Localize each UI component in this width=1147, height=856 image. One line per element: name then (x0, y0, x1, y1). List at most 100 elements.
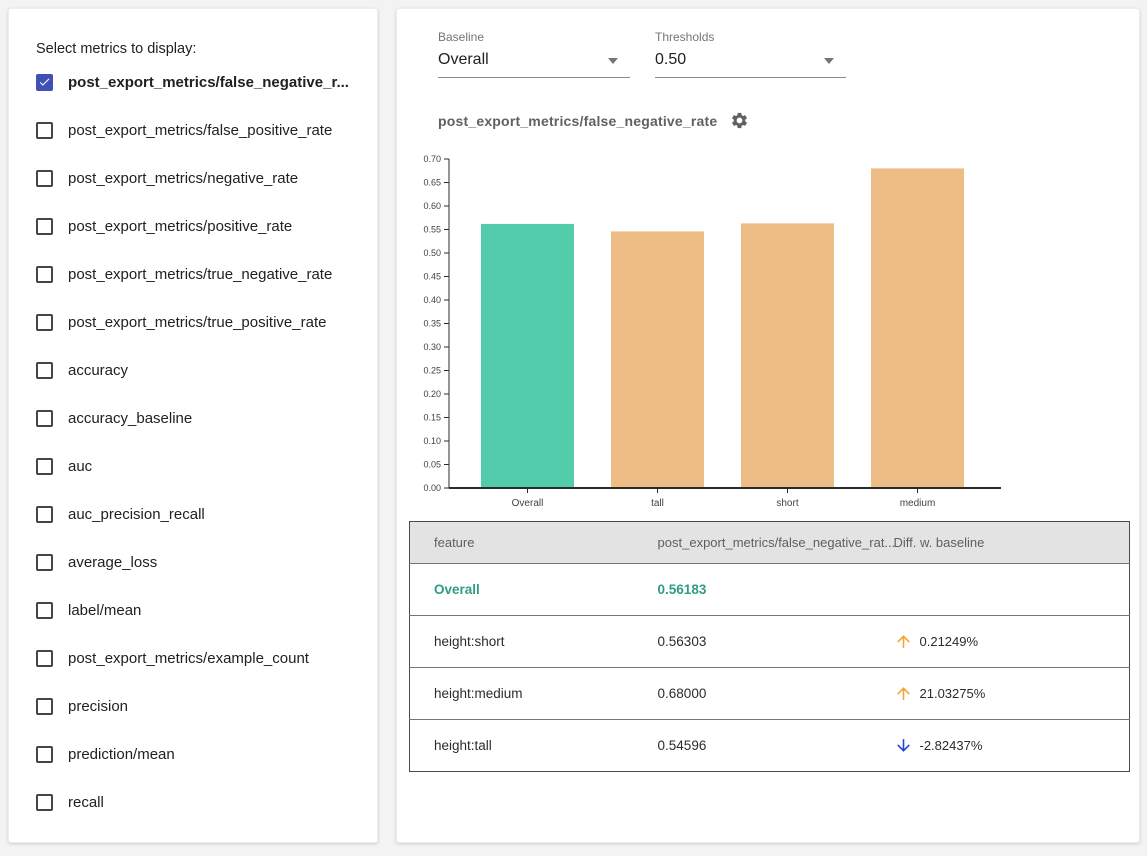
table-row: height:short0.563030.21249% (410, 616, 1130, 668)
diff-value: -2.82437% (920, 738, 983, 753)
table-row: height:medium0.68000 21.03275% (410, 668, 1130, 720)
metric-label: post_export_metrics/example_count (68, 650, 309, 667)
checkbox-unchecked-icon[interactable] (36, 650, 53, 667)
metric-checkbox-item[interactable]: label/mean (36, 586, 369, 634)
baseline-select[interactable]: Baseline Overall (438, 30, 630, 78)
metric-label: post_export_metrics/true_positive_rate (68, 314, 326, 331)
metric-checkbox-item[interactable]: post_export_metrics/false_positive_rate (36, 106, 369, 154)
metric-value-cell: 0.56183 (658, 564, 894, 616)
column-header-metric: post_export_metrics/false_negative_rat..… (658, 522, 894, 564)
metric-checkbox-item[interactable]: accuracy_baseline (36, 394, 369, 442)
checkbox-checked-icon[interactable] (36, 74, 53, 91)
y-axis-tick-label: 0.45 (423, 272, 441, 282)
metric-display-panel: Baseline Overall Thresholds 0.50 post_ex… (396, 8, 1140, 843)
x-axis-category-label: Overall (512, 498, 544, 509)
metric-checkbox-item[interactable]: auc (36, 442, 369, 490)
y-axis-tick-label: 0.20 (423, 389, 441, 399)
x-axis-category-label: short (776, 498, 798, 509)
arrow-up-icon (894, 684, 913, 703)
table-header-row: feature post_export_metrics/false_negati… (410, 522, 1130, 564)
checkbox-unchecked-icon[interactable] (36, 794, 53, 811)
metric-value-cell: 0.56303 (658, 616, 894, 668)
y-axis-tick-label: 0.15 (423, 413, 441, 423)
baseline-select-label: Baseline (438, 30, 630, 44)
y-axis-tick-label: 0.70 (423, 154, 441, 164)
metric-checkbox-item[interactable]: post_export_metrics/positive_rate (36, 202, 369, 250)
thresholds-select[interactable]: Thresholds 0.50 (655, 30, 846, 78)
checkbox-unchecked-icon[interactable] (36, 602, 53, 619)
metric-label: accuracy_baseline (68, 410, 192, 427)
metric-selector-panel: Select metrics to display: post_export_m… (8, 8, 378, 843)
checkbox-unchecked-icon[interactable] (36, 554, 53, 571)
checkbox-unchecked-icon[interactable] (36, 362, 53, 379)
arrow-up-icon (894, 632, 913, 651)
metric-label: label/mean (68, 602, 141, 619)
chart-bar-medium[interactable] (871, 168, 964, 488)
y-axis-tick-label: 0.55 (423, 225, 441, 235)
metric-label: post_export_metrics/positive_rate (68, 218, 292, 235)
column-header-feature: feature (410, 522, 658, 564)
diff-value: 21.03275% (920, 686, 986, 701)
arrow-down-icon (894, 736, 913, 755)
checkbox-unchecked-icon[interactable] (36, 218, 53, 235)
metric-value-cell: 0.68000 (658, 668, 894, 720)
table-row: height:tall0.54596-2.82437% (410, 720, 1130, 772)
metric-label: precision (68, 698, 128, 715)
y-axis-tick-label: 0.30 (423, 342, 441, 352)
metric-checkbox-item[interactable]: accuracy (36, 346, 369, 394)
chart-bar-Overall[interactable] (481, 224, 574, 488)
checkbox-unchecked-icon[interactable] (36, 746, 53, 763)
metric-checkbox-item[interactable]: prediction/mean (36, 730, 369, 778)
checkbox-unchecked-icon[interactable] (36, 122, 53, 139)
metric-checkbox-item[interactable]: recall (36, 778, 369, 826)
metric-checkbox-item[interactable]: post_export_metrics/negative_rate (36, 154, 369, 202)
metric-label: post_export_metrics/true_negative_rate (68, 266, 332, 283)
y-axis-tick-label: 0.60 (423, 201, 441, 211)
chevron-down-icon[interactable] (824, 58, 834, 64)
feature-cell: height:short (410, 616, 658, 668)
diff-cell (894, 564, 1130, 616)
checkbox-unchecked-icon[interactable] (36, 410, 53, 427)
checkbox-unchecked-icon[interactable] (36, 506, 53, 523)
metric-checkbox-item[interactable]: post_export_metrics/example_count (36, 634, 369, 682)
chart-bar-short[interactable] (741, 223, 834, 488)
thresholds-select-label: Thresholds (655, 30, 846, 44)
metric-label: average_loss (68, 554, 157, 571)
checkbox-unchecked-icon[interactable] (36, 170, 53, 187)
metric-label: post_export_metrics/negative_rate (68, 170, 298, 187)
metric-label: accuracy (68, 362, 128, 379)
metric-label: recall (68, 794, 104, 811)
y-axis-tick-label: 0.05 (423, 460, 441, 470)
column-header-diff: Diff. w. baseline (894, 522, 1130, 564)
settings-gear-icon[interactable] (730, 111, 749, 130)
metric-checkbox-item[interactable]: auc_precision_recall (36, 490, 369, 538)
metrics-table-container: feature post_export_metrics/false_negati… (409, 521, 1130, 772)
checkbox-unchecked-icon[interactable] (36, 314, 53, 331)
thresholds-select-value: 0.50 (655, 51, 686, 68)
metric-checkbox-item[interactable]: average_loss (36, 538, 369, 586)
chevron-down-icon[interactable] (608, 58, 618, 64)
y-axis-tick-label: 0.00 (423, 483, 441, 493)
metric-checkbox-item[interactable]: post_export_metrics/true_negative_rate (36, 250, 369, 298)
chart-title: post_export_metrics/false_negative_rate (438, 113, 717, 129)
baseline-select-value: Overall (438, 51, 489, 68)
checkbox-unchecked-icon[interactable] (36, 698, 53, 715)
metric-checkbox-item[interactable]: post_export_metrics/false_negative_r... (36, 58, 369, 106)
metric-label: auc (68, 458, 92, 475)
x-axis-category-label: medium (900, 498, 936, 509)
y-axis-tick-label: 0.10 (423, 436, 441, 446)
chart-header: post_export_metrics/false_negative_rate (438, 111, 749, 130)
metric-label: post_export_metrics/false_positive_rate (68, 122, 332, 139)
feature-cell: height:tall (410, 720, 658, 772)
feature-cell: height:medium (410, 668, 658, 720)
chart-bar-tall[interactable] (611, 231, 704, 488)
metric-checkbox-item[interactable]: post_export_metrics/true_positive_rate (36, 298, 369, 346)
checkbox-unchecked-icon[interactable] (36, 266, 53, 283)
y-axis-tick-label: 0.25 (423, 366, 441, 376)
diff-cell: -2.82437% (894, 720, 1130, 772)
y-axis-tick-label: 0.40 (423, 295, 441, 305)
table-row: Overall0.56183 (410, 564, 1130, 616)
checkbox-unchecked-icon[interactable] (36, 458, 53, 475)
diff-cell: 0.21249% (894, 616, 1130, 668)
metric-checkbox-item[interactable]: precision (36, 682, 369, 730)
